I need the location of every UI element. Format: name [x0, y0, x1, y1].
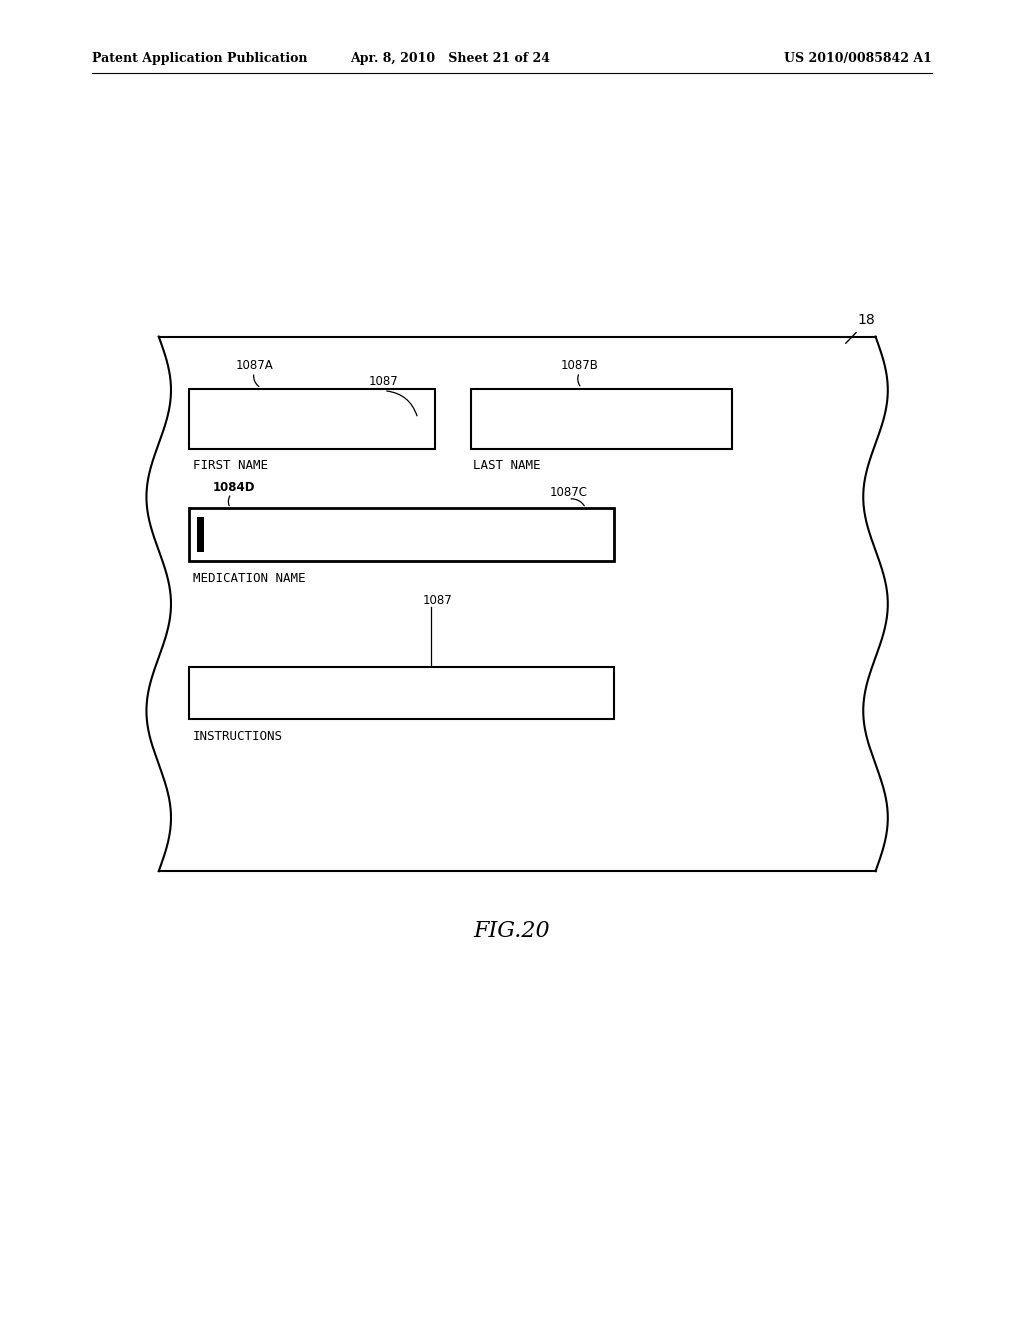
Text: INSTRUCTIONS: INSTRUCTIONS: [193, 730, 283, 743]
Text: 1087C: 1087C: [550, 486, 588, 499]
Text: US 2010/0085842 A1: US 2010/0085842 A1: [784, 53, 932, 65]
Bar: [189, 389, 435, 449]
Text: FIRST NAME: FIRST NAME: [193, 459, 267, 473]
Bar: [189, 667, 614, 719]
Bar: [189, 508, 614, 561]
Text: 1087: 1087: [369, 375, 398, 388]
Text: LAST NAME: LAST NAME: [473, 459, 541, 473]
Bar: [471, 389, 732, 449]
Text: Apr. 8, 2010   Sheet 21 of 24: Apr. 8, 2010 Sheet 21 of 24: [350, 53, 551, 65]
Text: 18: 18: [857, 313, 874, 327]
Text: Patent Application Publication: Patent Application Publication: [92, 53, 307, 65]
Text: 1087: 1087: [423, 594, 453, 607]
Text: 1087B: 1087B: [561, 359, 599, 372]
Text: FIG.20: FIG.20: [474, 920, 550, 941]
Text: 1087A: 1087A: [236, 359, 273, 372]
Text: 1084D: 1084D: [213, 480, 256, 494]
Bar: [197, 517, 204, 552]
Text: MEDICATION NAME: MEDICATION NAME: [193, 572, 305, 585]
